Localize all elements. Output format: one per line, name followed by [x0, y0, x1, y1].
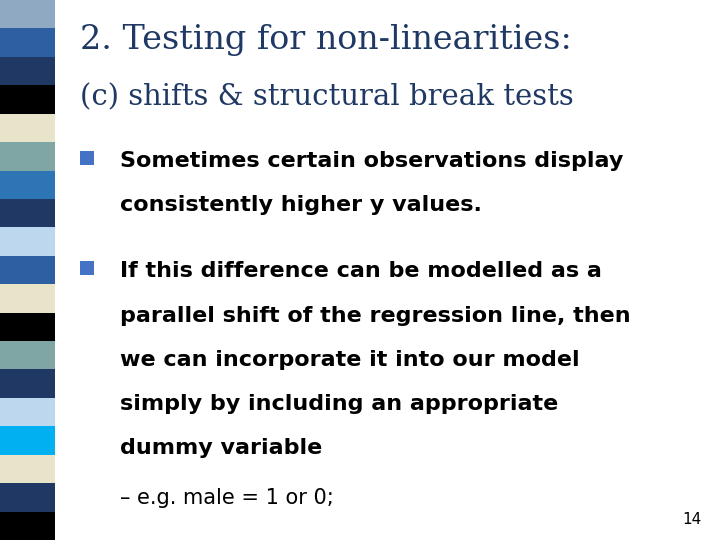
- Bar: [0, 256, 55, 284]
- Text: 14: 14: [683, 511, 702, 526]
- Bar: [0, 0, 55, 29]
- Bar: [80, 261, 94, 275]
- Text: (c) shifts & structural break tests: (c) shifts & structural break tests: [80, 84, 574, 112]
- Bar: [80, 151, 94, 165]
- Text: consistently higher y values.: consistently higher y values.: [120, 195, 482, 215]
- Bar: [0, 227, 55, 256]
- Text: 2. Testing for non-linearities:: 2. Testing for non-linearities:: [80, 24, 572, 56]
- Bar: [0, 398, 55, 426]
- Bar: [0, 57, 55, 85]
- Bar: [0, 284, 55, 313]
- Bar: [0, 85, 55, 114]
- Bar: [0, 199, 55, 227]
- Text: If this difference can be modelled as a: If this difference can be modelled as a: [120, 261, 602, 281]
- Text: parallel shift of the regression line, then: parallel shift of the regression line, t…: [120, 306, 631, 326]
- Text: simply by including an appropriate: simply by including an appropriate: [120, 394, 558, 414]
- Bar: [0, 511, 55, 540]
- Bar: [0, 114, 55, 142]
- Bar: [0, 313, 55, 341]
- Bar: [0, 426, 55, 455]
- Bar: [0, 171, 55, 199]
- Bar: [0, 483, 55, 511]
- Text: – e.g. male = 1 or 0;: – e.g. male = 1 or 0;: [120, 488, 333, 508]
- Bar: [0, 369, 55, 398]
- Bar: [0, 455, 55, 483]
- Bar: [0, 29, 55, 57]
- Text: we can incorporate it into our model: we can incorporate it into our model: [120, 350, 580, 370]
- Bar: [0, 142, 55, 171]
- Text: dummy variable: dummy variable: [120, 438, 322, 458]
- Bar: [0, 341, 55, 369]
- Text: Sometimes certain observations display: Sometimes certain observations display: [120, 151, 624, 171]
